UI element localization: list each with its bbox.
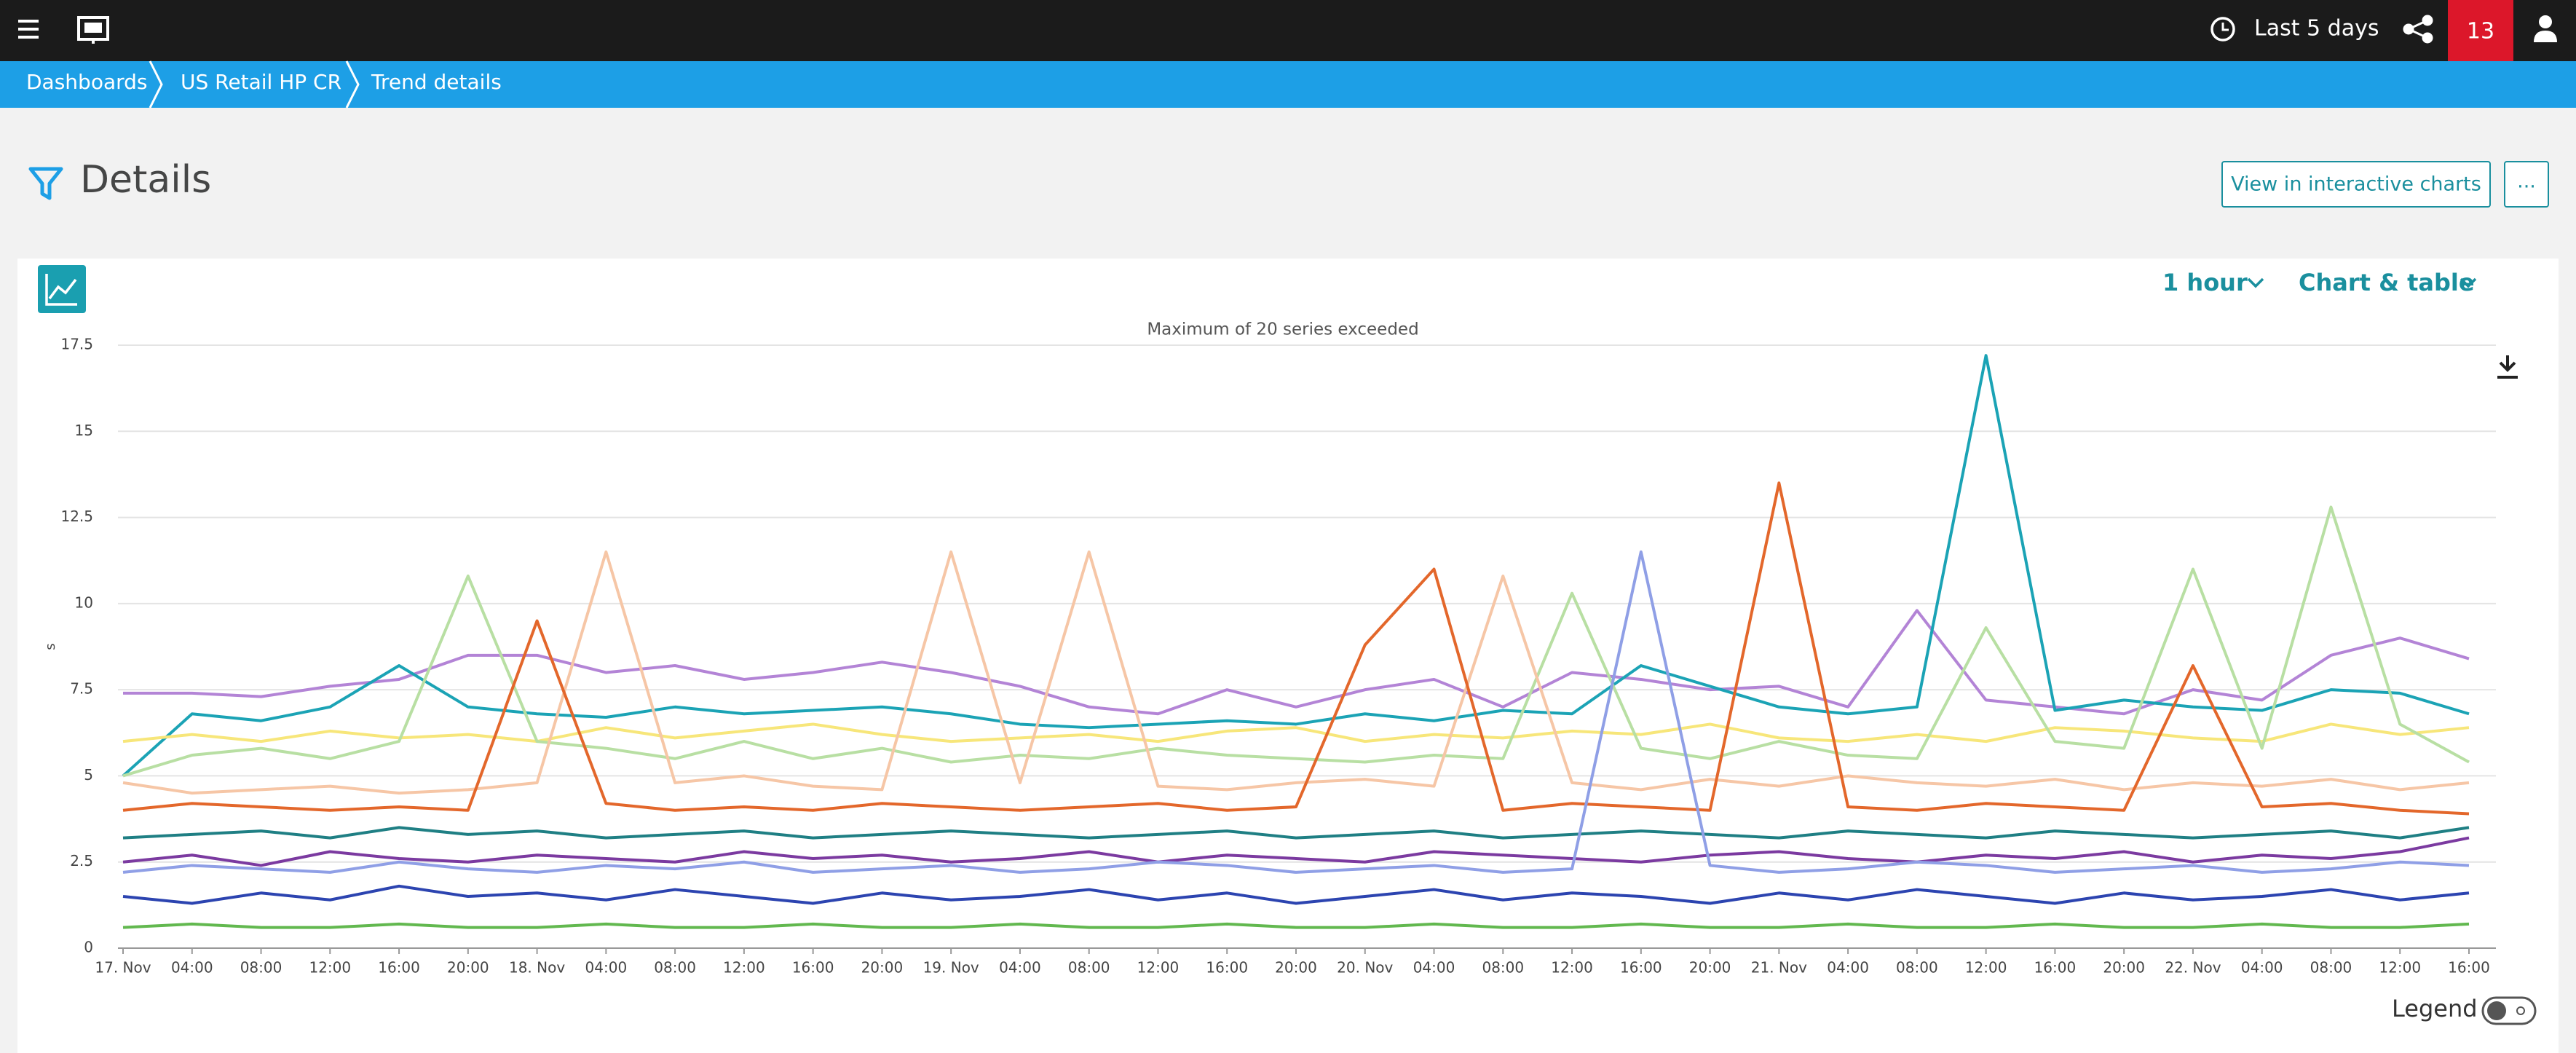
x-tick-label: 18. Nov bbox=[509, 959, 565, 977]
x-tick-label: 12:00 bbox=[1551, 959, 1593, 977]
page-title: Details bbox=[80, 158, 211, 202]
button-label[interactable]: View in interactive charts bbox=[2231, 173, 2481, 196]
y-tick-label: 10 bbox=[75, 593, 93, 611]
x-tick-label: 20:00 bbox=[1689, 959, 1731, 977]
series-line bbox=[122, 884, 2470, 905]
more-button[interactable] bbox=[2504, 161, 2549, 208]
x-tick-label: 17. Nov bbox=[95, 959, 151, 977]
x-tick-label: 12:00 bbox=[723, 959, 765, 977]
x-tick-label: 16:00 bbox=[2034, 959, 2077, 977]
series-line bbox=[123, 609, 2470, 716]
dashboard-icon[interactable] bbox=[77, 16, 109, 44]
chart-icon-glyph bbox=[45, 274, 77, 306]
x-tick-label: 20:00 bbox=[2103, 959, 2145, 977]
series-line bbox=[122, 836, 2470, 867]
x-tick-label: 16:00 bbox=[378, 959, 420, 977]
x-tick-label: 04:00 bbox=[2241, 959, 2283, 977]
y-tick-label: 15 bbox=[75, 422, 93, 439]
filter-icon[interactable] bbox=[28, 167, 63, 200]
y-axis-label: s bbox=[43, 643, 58, 650]
notification-badge[interactable] bbox=[2448, 0, 2513, 61]
series-line bbox=[122, 354, 2470, 777]
y-tick-label: 7.5 bbox=[70, 680, 93, 698]
notification-count[interactable]: 13 bbox=[2467, 19, 2494, 44]
x-tick-label: 20:00 bbox=[861, 959, 904, 977]
x-tick-label: 08:00 bbox=[654, 959, 696, 977]
x-tick-label: 20. Nov bbox=[1337, 959, 1393, 977]
y-tick-label: 12.5 bbox=[60, 508, 93, 525]
x-tick-label: 04:00 bbox=[999, 959, 1041, 977]
breadcrumb-bar bbox=[0, 61, 2576, 108]
series-line bbox=[122, 481, 2470, 816]
x-tick-label: 20:00 bbox=[1275, 959, 1317, 977]
chart-title: Maximum of 20 series exceeded bbox=[1147, 320, 1418, 339]
x-tick-label: 16:00 bbox=[1620, 959, 1662, 977]
x-tick-label: 12:00 bbox=[1137, 959, 1180, 977]
x-tick-label: 20:00 bbox=[447, 959, 489, 977]
x-tick-label: 19. Nov bbox=[923, 959, 979, 977]
x-tick-label: 04:00 bbox=[1413, 959, 1455, 977]
x-tick-label: 16:00 bbox=[792, 959, 834, 977]
x-tick-label: 08:00 bbox=[1068, 959, 1110, 977]
x-tick-label: 12:00 bbox=[2379, 959, 2421, 977]
share-icon[interactable] bbox=[2403, 15, 2433, 44]
breadcrumb: Trend details bbox=[371, 70, 502, 94]
series-line bbox=[122, 826, 2470, 840]
x-tick-label: 04:00 bbox=[585, 959, 628, 977]
x-tick-label: 12:00 bbox=[1965, 959, 2007, 977]
x-tick-label: 08:00 bbox=[1482, 959, 1524, 977]
download-icon[interactable] bbox=[2497, 355, 2518, 379]
legend-toggle[interactable] bbox=[2481, 996, 2537, 1025]
chevron bbox=[2460, 277, 2477, 288]
y-tick-label: 17.5 bbox=[60, 336, 93, 353]
x-tick-label: 08:00 bbox=[1896, 959, 1938, 977]
resolution-dropdown[interactable]: 1 hour bbox=[2162, 269, 2248, 296]
x-tick-label: 08:00 bbox=[2310, 959, 2352, 977]
top-bar bbox=[0, 0, 2576, 61]
clock-icon bbox=[2210, 17, 2235, 42]
menu-icon[interactable] bbox=[18, 20, 39, 39]
interactive-charts-button[interactable] bbox=[2221, 161, 2491, 208]
plot: 0 2.5 5 7.5 10 12.5 15 17.5 17. Nov 04:00 08:00 12:… bbox=[60, 336, 2496, 977]
chart-card bbox=[17, 259, 2559, 1053]
x-tick-label: 22. Nov bbox=[2165, 959, 2221, 977]
x-tick-label: 12:00 bbox=[309, 959, 351, 977]
breadcrumb[interactable]: Dashboards bbox=[26, 70, 148, 94]
more-label[interactable]: ... bbox=[2517, 170, 2536, 193]
y-tick-label: 2.5 bbox=[70, 852, 93, 869]
chevron bbox=[2247, 277, 2264, 288]
x-tick-label: 04:00 bbox=[171, 959, 213, 977]
x-tick-label: 08:00 bbox=[240, 959, 283, 977]
view-dropdown[interactable]: Chart & table bbox=[2299, 269, 2475, 296]
x-tick-label: 16:00 bbox=[1206, 959, 1248, 977]
series-line bbox=[122, 922, 2470, 929]
y-tick-label: 5 bbox=[84, 766, 93, 784]
y-tick-label: 0 bbox=[84, 939, 93, 956]
breadcrumb-separator bbox=[149, 60, 360, 109]
x-tick-label: 04:00 bbox=[1827, 959, 1869, 977]
series-line bbox=[122, 550, 2470, 795]
series-line bbox=[122, 722, 2470, 744]
x-tick-label: 21. Nov bbox=[1751, 959, 1807, 977]
user-icon[interactable] bbox=[2534, 15, 2557, 42]
time-range[interactable]: Last 5 days bbox=[2254, 16, 2379, 42]
x-tick-label: 16:00 bbox=[2448, 959, 2490, 977]
breadcrumb[interactable]: US Retail HP CR bbox=[181, 70, 341, 94]
legend-toggle-label: Legend bbox=[2392, 995, 2478, 1022]
series-line bbox=[122, 550, 2470, 874]
